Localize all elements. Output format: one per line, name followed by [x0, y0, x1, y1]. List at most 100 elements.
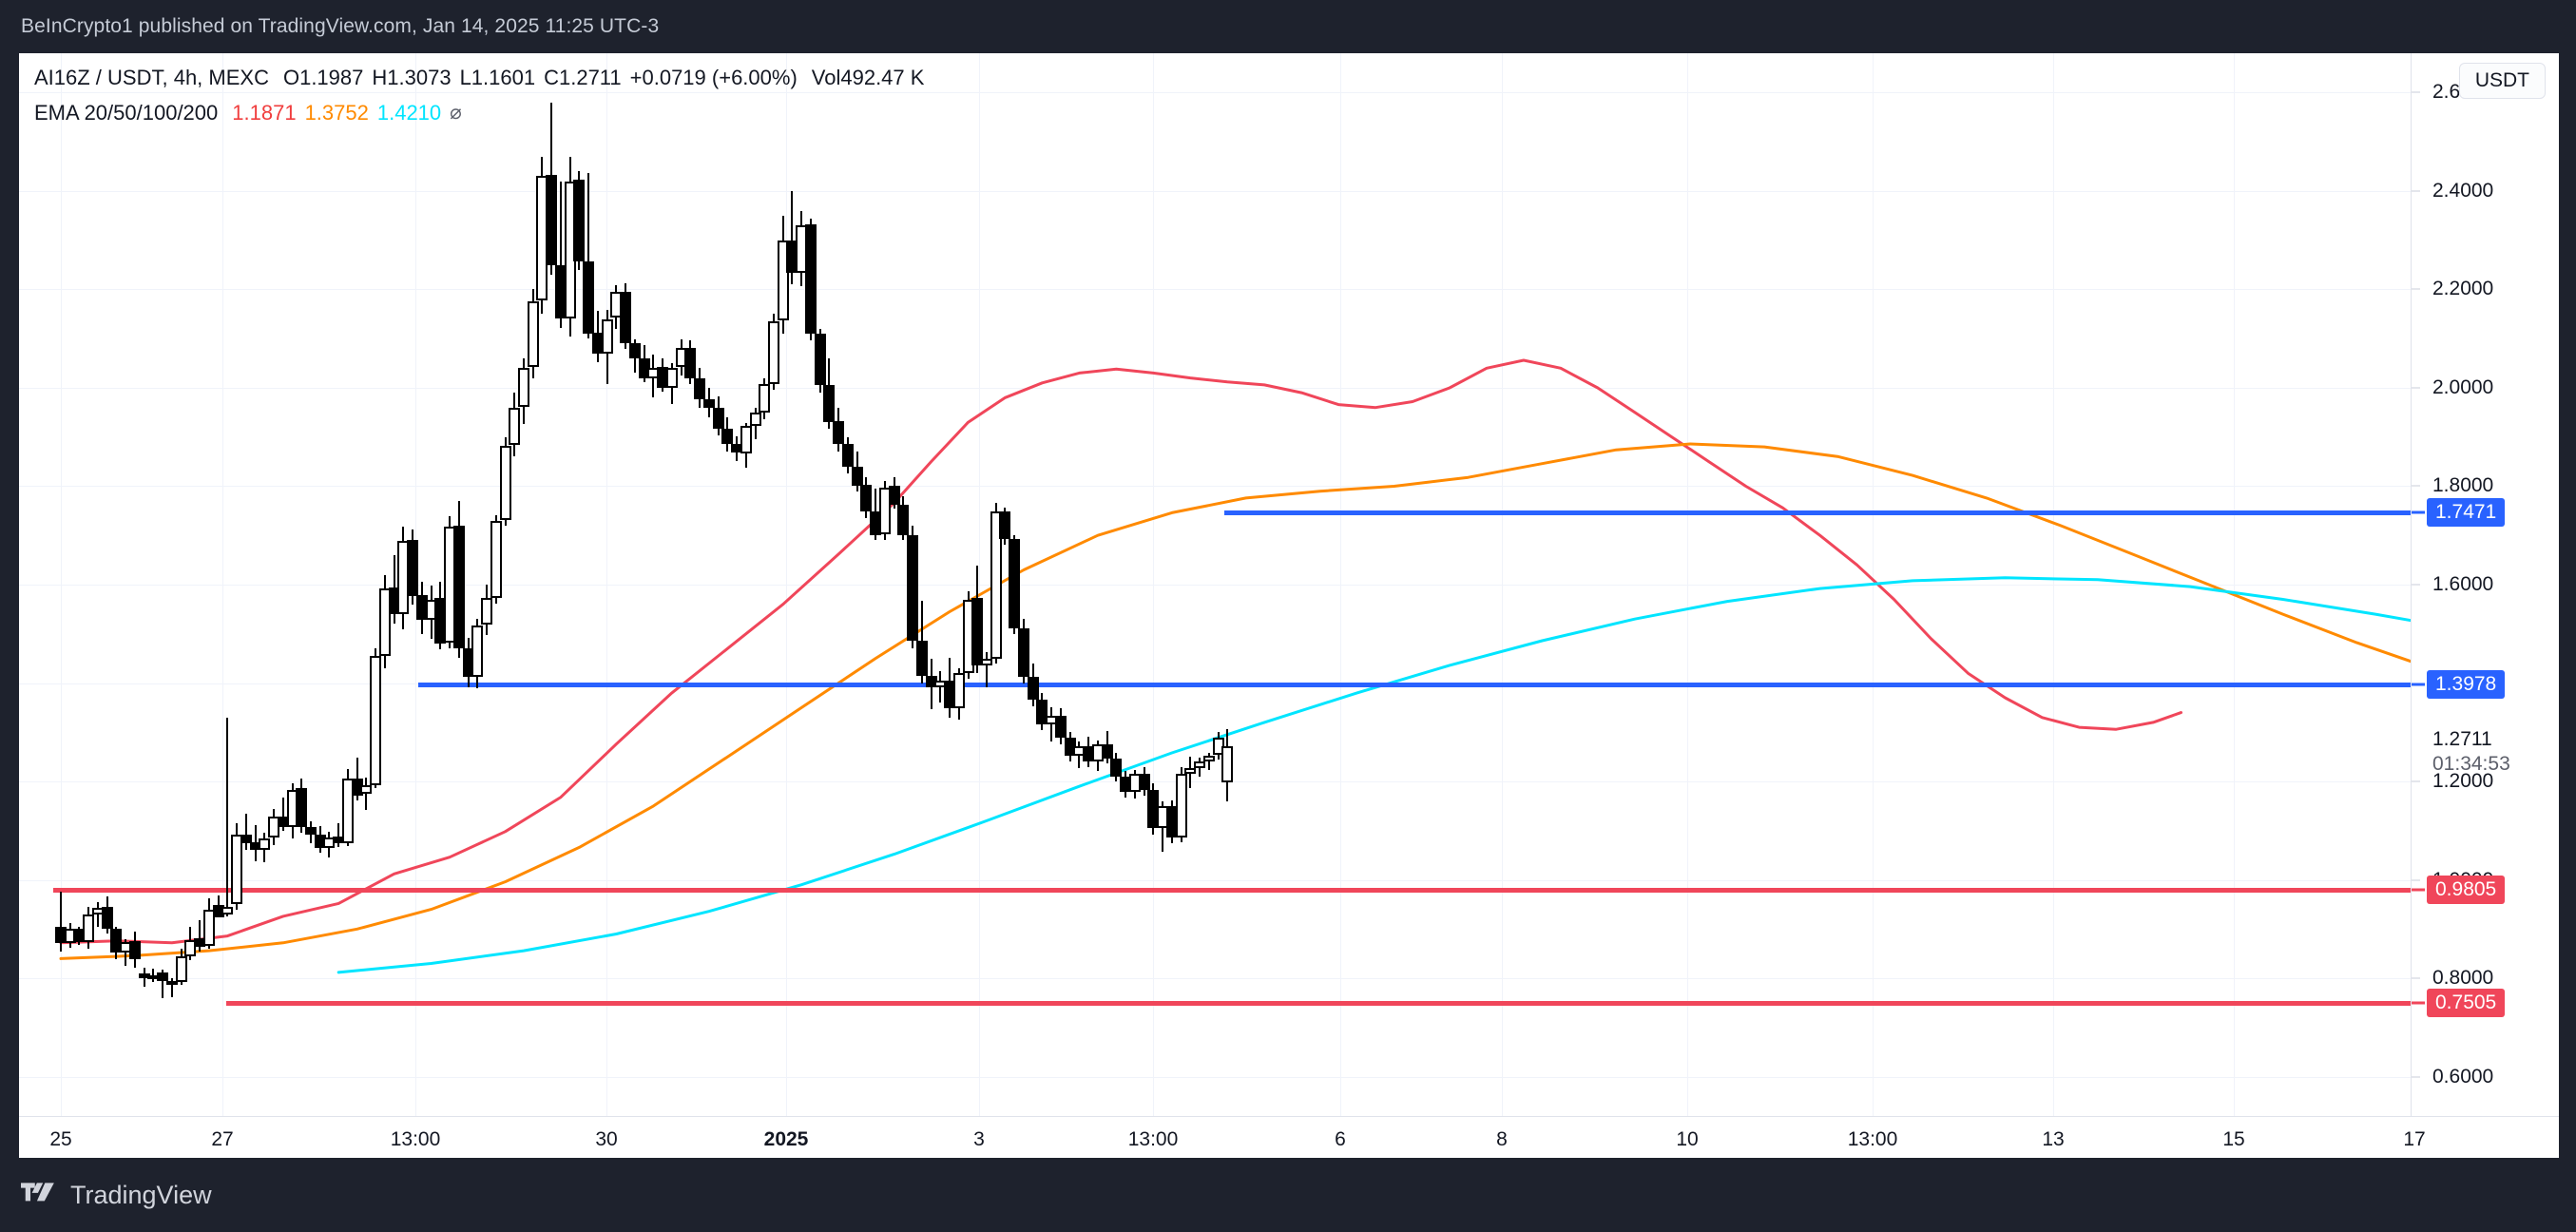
price-badge-resistance-1[interactable]: 1.7471 [2427, 497, 2506, 527]
candle-body-up[interactable] [490, 520, 502, 599]
grid-line-vertical [2234, 53, 2235, 1116]
candle-body-down[interactable] [628, 343, 641, 358]
time-axis[interactable]: 25 27 13:00 30 2025 3 13:00 6 8 10 13:00 13 15 17 [19, 1116, 2559, 1158]
candle-body-up[interactable] [1184, 767, 1197, 774]
candle-body-down[interactable] [907, 535, 919, 641]
candle-body-up[interactable] [1202, 756, 1215, 762]
candle-body-up[interactable] [378, 588, 391, 657]
candle-body-down[interactable] [1009, 539, 1021, 628]
price-line-support-1[interactable] [53, 887, 2411, 893]
candle-body-up[interactable] [360, 785, 373, 795]
candle-body-up[interactable] [221, 906, 234, 914]
candle-body-down[interactable] [1036, 700, 1048, 724]
candle-body-down[interactable] [1027, 677, 1039, 701]
candle-body-down[interactable] [897, 505, 910, 536]
time-axis-label: 30 [595, 1128, 618, 1150]
price-axis-label: 0.8000 [2432, 967, 2494, 990]
candle-body-up[interactable] [499, 446, 511, 520]
price-line-resistance-2[interactable] [418, 682, 2411, 687]
candle-body-up[interactable] [878, 487, 891, 535]
candle-body-down[interactable] [296, 788, 308, 827]
candle-body-down[interactable] [128, 940, 141, 960]
price-axis-tick [2412, 91, 2420, 93]
candle-body-down[interactable] [101, 906, 113, 930]
price-axis-label: 0.6000 [2432, 1065, 2494, 1088]
candle-body-down[interactable] [1054, 715, 1067, 739]
chart-plot-area[interactable]: AI16Z / USDT, 4h, MEXC O1.1987 H1.3073 L… [19, 53, 2411, 1116]
candle-body-down[interactable] [546, 175, 558, 265]
candle-body-up[interactable] [601, 318, 613, 354]
candle-body-down[interactable] [804, 224, 817, 334]
candle-body-down[interactable] [583, 261, 595, 335]
candle-body-up[interactable] [341, 778, 354, 844]
candle-body-up[interactable] [990, 511, 1002, 659]
candle-body-up[interactable] [981, 658, 992, 665]
candle-body-down[interactable] [1138, 773, 1150, 791]
candle-body-down[interactable] [712, 407, 724, 430]
candle-body-down[interactable] [684, 347, 697, 378]
candle-body-down[interactable] [915, 641, 928, 677]
candle-body-down[interactable] [721, 429, 734, 444]
candle-body-up[interactable] [1221, 746, 1234, 783]
candle-body-down[interactable] [999, 511, 1011, 540]
candle-body-down[interactable] [841, 443, 854, 467]
candle-body-down[interactable] [573, 179, 586, 262]
candle-body-up[interactable] [749, 412, 761, 427]
candle-body-up[interactable] [665, 368, 678, 388]
price-badge-stub [2412, 1001, 2425, 1005]
candle-body-up[interactable] [527, 300, 539, 368]
currency-badge[interactable]: USDT [2458, 63, 2546, 99]
candle-body-up[interactable] [370, 656, 382, 786]
price-axis[interactable]: 2.60002.40002.20002.00001.80001.60001.40… [2411, 53, 2559, 1116]
candle-body-down[interactable] [694, 377, 706, 400]
candle-body-down[interactable] [860, 485, 873, 512]
candle-body-up[interactable] [268, 817, 280, 838]
price-line-resistance-1[interactable] [1224, 510, 2411, 515]
candle-body-down[interactable] [1110, 759, 1123, 777]
candle-body-down[interactable] [814, 334, 826, 385]
candle-body-up[interactable] [471, 626, 484, 678]
candle-body-up[interactable] [952, 673, 965, 709]
candle-body-up[interactable] [184, 939, 197, 956]
candle-body-up[interactable] [518, 368, 529, 407]
candle-body-down[interactable] [165, 980, 178, 985]
candle-body-down[interactable] [407, 540, 419, 597]
candle-body-up[interactable] [777, 240, 789, 320]
candle-body-up[interactable] [1175, 773, 1187, 838]
candle-body-up[interactable] [202, 909, 215, 946]
candle-body-down[interactable] [1101, 743, 1113, 760]
price-badge-support-1[interactable]: 0.9805 [2427, 875, 2506, 904]
candle-body-up[interactable] [740, 426, 752, 454]
candle-body-up[interactable] [259, 837, 271, 851]
candle-body-up[interactable] [175, 955, 187, 983]
candle-wick [244, 813, 247, 851]
candle-body-down[interactable] [833, 421, 845, 444]
candle-body-down[interactable] [304, 826, 317, 835]
candle-body-down[interactable] [452, 525, 465, 649]
candle-body-up[interactable] [481, 598, 493, 626]
candle-body-down[interactable] [971, 598, 984, 665]
time-axis-label: 13:00 [1127, 1128, 1179, 1150]
candle-body-down[interactable] [157, 972, 169, 981]
candle-body-up[interactable] [509, 407, 521, 445]
candle-body-down[interactable] [110, 929, 123, 953]
price-badge-support-2[interactable]: 0.7505 [2427, 988, 2506, 1017]
tradingview-logo[interactable]: TradingView [21, 1181, 212, 1210]
candle-body-down[interactable] [851, 466, 863, 487]
price-line-support-2[interactable] [226, 1000, 2411, 1006]
time-axis-label: 25 [49, 1128, 72, 1150]
candle-body-up[interactable] [83, 914, 95, 942]
candle-body-down[interactable] [1017, 627, 1029, 678]
candle-body-up[interactable] [759, 383, 771, 413]
candle-body-down[interactable] [702, 399, 715, 408]
candle-body-up[interactable] [767, 320, 779, 384]
candle-body-down[interactable] [823, 384, 836, 423]
price-badge-resistance-2[interactable]: 1.3978 [2427, 669, 2506, 699]
candle-body-down[interactable] [240, 834, 252, 843]
candle-body-up[interactable] [231, 834, 243, 905]
bar-countdown: 01:34:53 [2432, 753, 2510, 776]
ema-line-ema-20 [59, 358, 2182, 945]
candle-body-down[interactable] [888, 486, 900, 506]
candle-body-down[interactable] [620, 291, 632, 344]
candle-body-up[interactable] [1194, 761, 1206, 768]
